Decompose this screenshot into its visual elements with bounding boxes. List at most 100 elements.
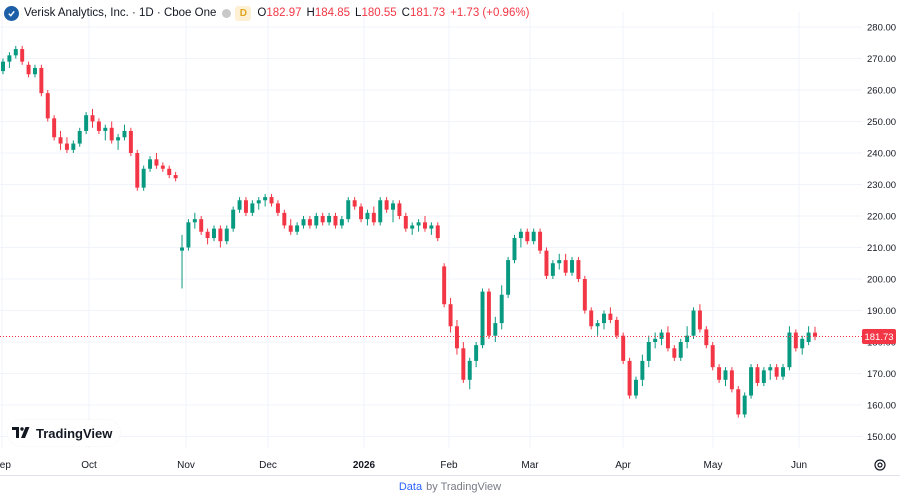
candle — [109, 121, 114, 144]
candle-body — [499, 294, 504, 324]
candle-body — [128, 130, 133, 153]
candle — [633, 376, 638, 399]
candle-body — [13, 49, 18, 56]
candle — [275, 200, 280, 216]
candle-body — [813, 332, 817, 337]
candle-body — [787, 332, 792, 368]
candle-body — [550, 263, 555, 276]
symbol-title[interactable]: Verisk Analytics, Inc. · 1D · Cboe One — [24, 7, 217, 19]
candle — [224, 225, 229, 245]
candle-body — [659, 332, 664, 339]
candle — [704, 326, 709, 349]
time-axis[interactable]: Sep Oct Nov Dec 2026 Feb Mar Apr May Jun — [0, 460, 807, 471]
candle-body — [307, 219, 312, 226]
candle — [806, 326, 811, 346]
candle-body — [729, 370, 734, 390]
candle-body — [621, 335, 626, 361]
candle — [793, 329, 798, 352]
price-axis[interactable]: 280.00 270.00 260.00 250.00 240.00 230.00 220.… — [867, 23, 896, 444]
candle-body — [442, 266, 447, 305]
candle — [550, 260, 555, 279]
candle — [269, 193, 274, 207]
candle — [518, 228, 523, 248]
price-tick-label: 210.00 — [867, 243, 896, 254]
candle-body — [781, 367, 786, 377]
candle — [32, 64, 37, 78]
candle — [442, 263, 447, 308]
candle — [531, 228, 536, 245]
candle-body — [135, 153, 140, 188]
candle — [435, 222, 440, 242]
time-tick-label: Oct — [81, 460, 97, 471]
candle — [250, 200, 255, 216]
candle — [646, 335, 651, 368]
candle — [563, 253, 568, 276]
price-chart[interactable]: 280.00 270.00 260.00 250.00 240.00 230.00 220.… — [0, 0, 900, 475]
candle — [461, 342, 466, 383]
candle-body — [723, 370, 728, 380]
candle — [813, 326, 817, 341]
candle-body — [58, 137, 63, 144]
time-tick-label: Sep — [0, 460, 11, 471]
candle — [768, 364, 773, 380]
candle-body — [774, 367, 779, 377]
candle-body — [570, 260, 575, 273]
candle — [723, 367, 728, 387]
candle-body — [371, 212, 376, 223]
candle — [678, 338, 683, 361]
candle-body — [186, 222, 191, 248]
candle-body — [339, 219, 344, 226]
candle-body — [685, 335, 690, 342]
data-link[interactable]: Data — [398, 481, 423, 493]
candle — [13, 45, 18, 59]
price-tick-label: 150.00 — [867, 432, 896, 443]
candle-body — [582, 279, 587, 311]
settings-gear-icon[interactable] — [873, 458, 887, 472]
candle-body — [768, 367, 773, 371]
candle — [327, 212, 332, 226]
candle-body — [256, 200, 261, 204]
candle — [525, 228, 530, 245]
candle — [7, 52, 12, 68]
candle-body — [736, 389, 741, 415]
candle — [333, 212, 338, 229]
candle-body — [653, 338, 658, 342]
candle-body — [557, 260, 562, 264]
chart-canvas[interactable]: 280.00 270.00 260.00 250.00 240.00 230.00 220.… — [0, 0, 900, 475]
candle-body — [448, 304, 453, 327]
candle — [231, 206, 236, 232]
price-tick-label: 190.00 — [867, 306, 896, 317]
tradingview-logo[interactable]: TradingView — [8, 420, 121, 446]
candle-body — [7, 55, 12, 62]
candle-body — [595, 323, 600, 327]
candle — [212, 225, 216, 242]
candle-body — [212, 228, 216, 239]
candle-body — [1, 61, 5, 72]
candle-body — [282, 212, 287, 226]
candle-body — [454, 326, 459, 349]
candle-body — [365, 212, 370, 220]
candle — [45, 90, 50, 122]
candle-body — [416, 222, 421, 226]
candle — [167, 165, 172, 179]
price-tick-label: 260.00 — [867, 86, 896, 97]
candle — [384, 197, 389, 213]
candle-body — [148, 159, 153, 169]
candle-body — [538, 231, 543, 251]
candle-body — [806, 332, 811, 342]
candle — [243, 197, 248, 216]
candle — [621, 332, 626, 365]
time-tick-label: Dec — [259, 460, 277, 471]
delayed-data-badge[interactable]: D — [235, 5, 252, 21]
candle — [301, 216, 306, 229]
candle — [627, 357, 632, 399]
candle — [26, 61, 31, 78]
candle — [486, 288, 491, 339]
candle — [288, 219, 293, 235]
candle-body — [84, 115, 89, 131]
market-status-icon[interactable] — [222, 8, 232, 18]
candle-body — [231, 209, 236, 229]
candle — [365, 209, 370, 226]
time-tick-label: Feb — [440, 460, 458, 471]
candle — [582, 275, 587, 314]
